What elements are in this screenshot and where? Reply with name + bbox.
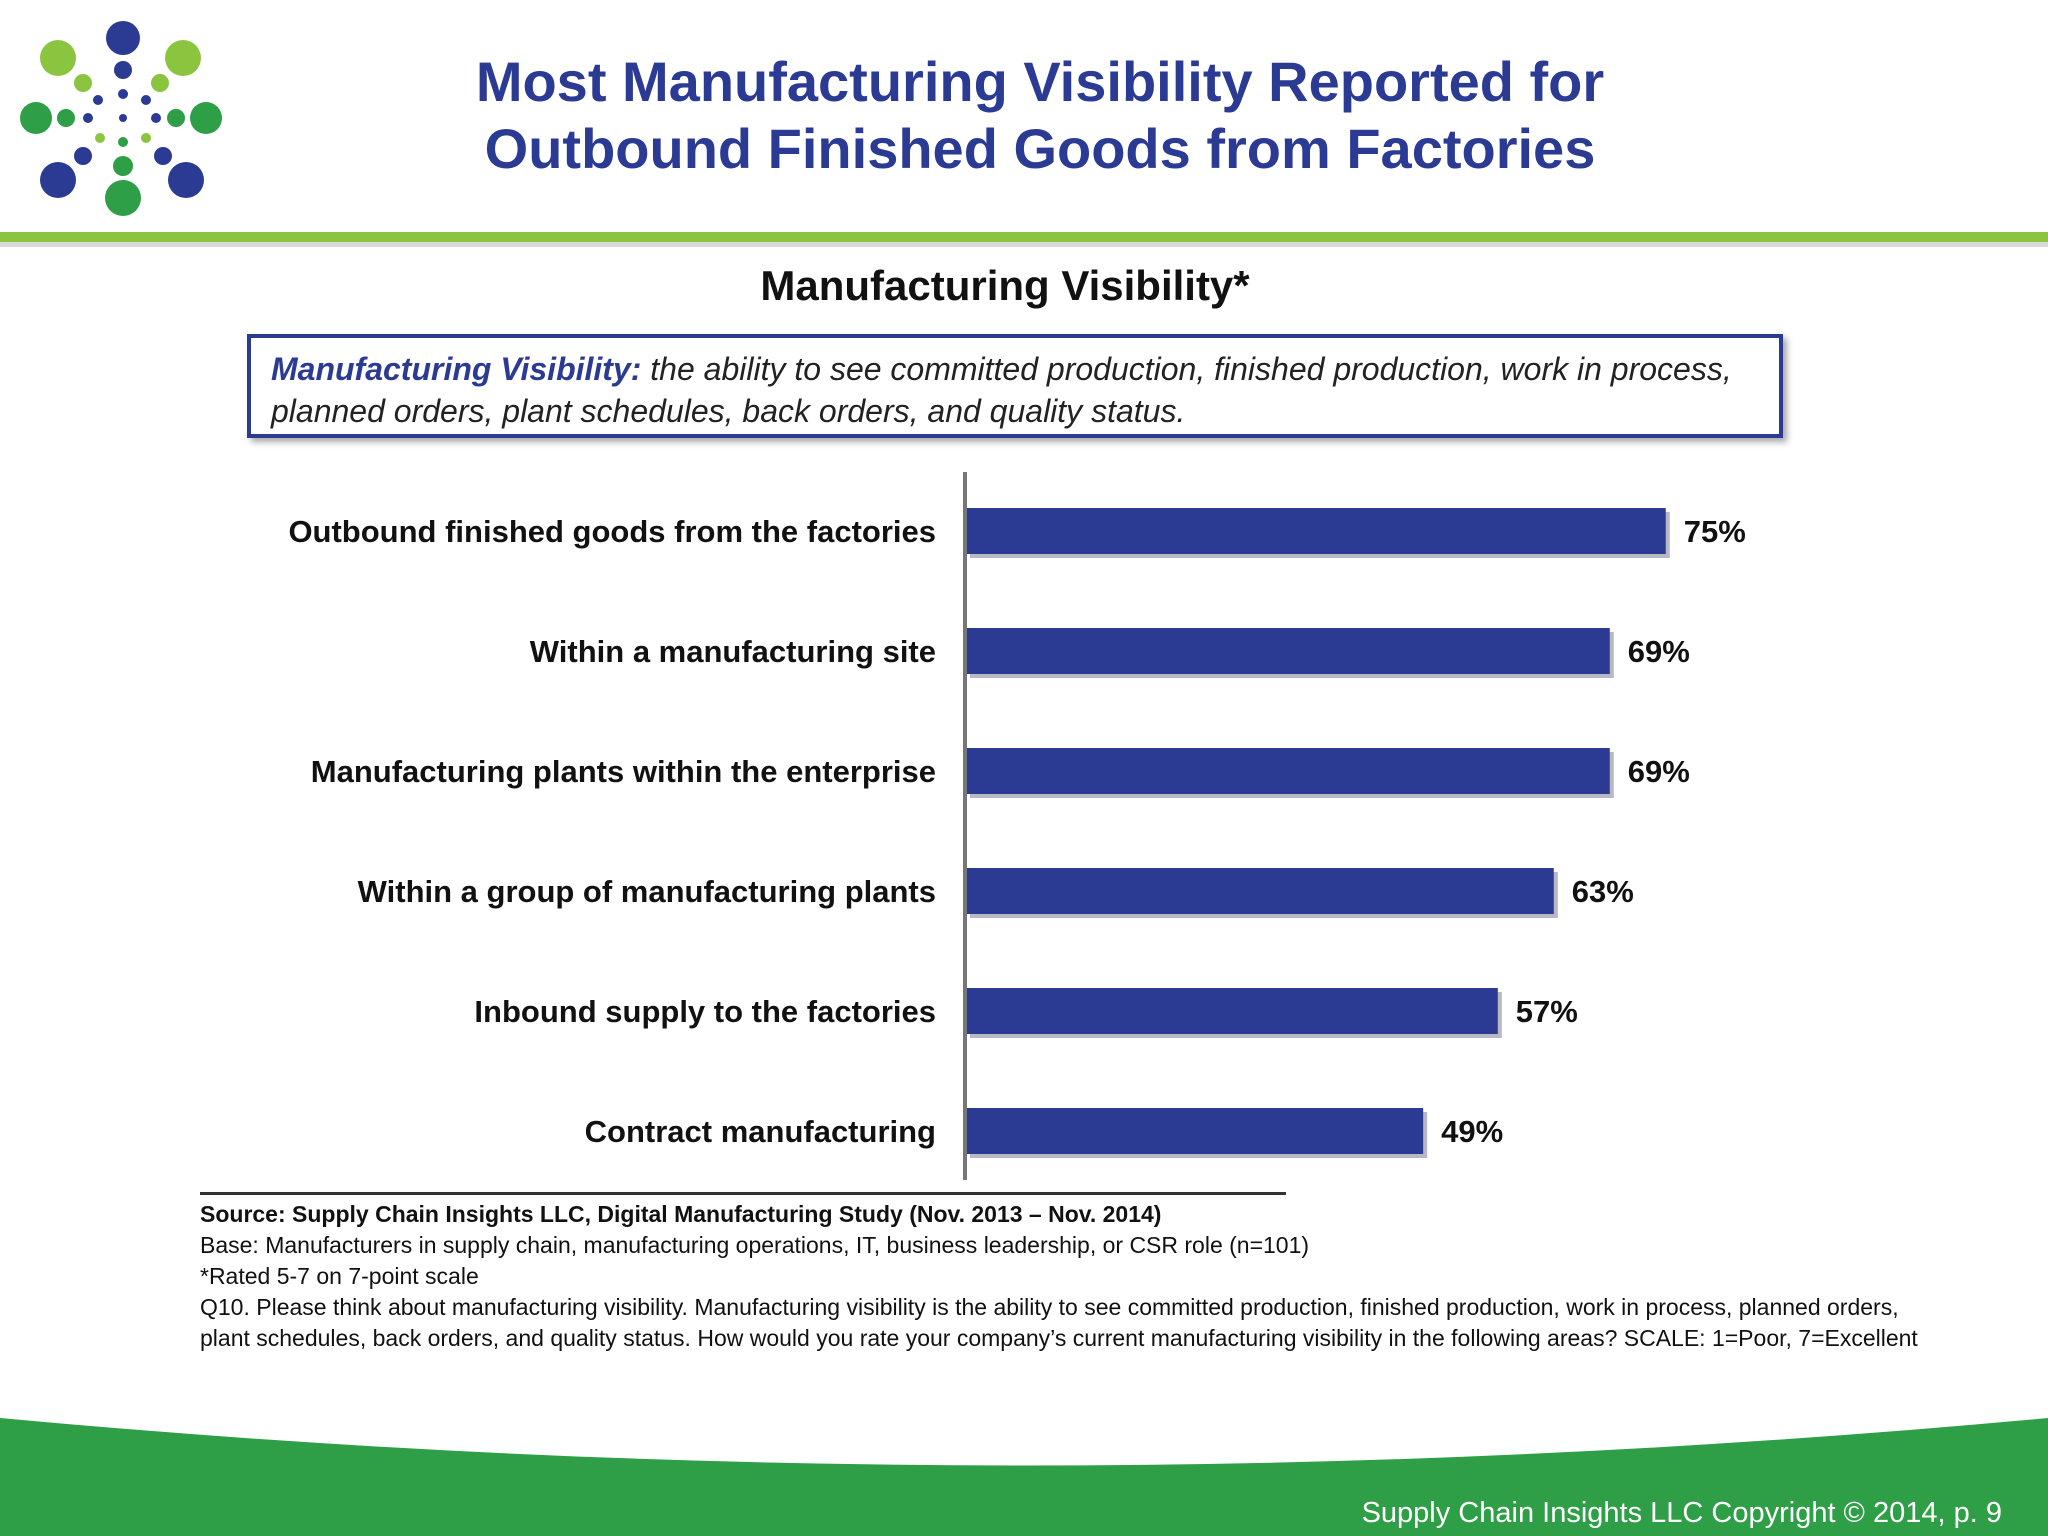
bar <box>966 988 1498 1034</box>
header-divider <box>0 232 2048 242</box>
footnote-divider <box>200 1192 1286 1195</box>
company-logo <box>20 21 222 216</box>
bar <box>966 748 1610 794</box>
slide-title-line-1: Most Manufacturing Visibility Reported f… <box>475 50 1605 113</box>
bar <box>966 868 1554 914</box>
definition-box: Manufacturing Visibility: the ability to… <box>247 334 1783 438</box>
bar <box>966 508 1666 554</box>
footnote-source: Source: Supply Chain Insights LLC, Digit… <box>200 1201 1162 1227</box>
bar-chart: Outbound finished goods from the factori… <box>288 472 1746 1180</box>
footnotes: Source: Supply Chain Insights LLC, Digit… <box>200 1192 1940 1354</box>
category-label: Inbound supply to the factories <box>474 994 936 1029</box>
slide-title-line-2: Outbound Finished Goods from Factories <box>484 117 1596 180</box>
definition-term: Manufacturing Visibility: <box>271 351 642 387</box>
category-label: Within a manufacturing site <box>530 634 936 669</box>
bar <box>966 1108 1424 1154</box>
chart-title: Manufacturing Visibility* <box>760 262 1250 309</box>
category-label: Manufacturing plants within the enterpri… <box>311 754 936 789</box>
bar <box>966 628 1610 674</box>
slide-title: Most Manufacturing Visibility Reported f… <box>330 48 1750 182</box>
footer-band: Supply Chain Insights LLC Copyright © 20… <box>0 1418 2048 1536</box>
category-label: Contract manufacturing <box>585 1114 936 1149</box>
value-label: 69% <box>1628 634 1690 669</box>
value-label: 57% <box>1516 994 1578 1029</box>
value-label: 69% <box>1628 754 1690 789</box>
category-label: Within a group of manufacturing plants <box>358 874 936 909</box>
value-label: 75% <box>1684 514 1746 549</box>
category-label: Outbound finished goods from the factori… <box>288 514 936 549</box>
footnote-question: Q10. Please think about manufacturing vi… <box>200 1294 1918 1351</box>
copyright-text: Supply Chain Insights LLC Copyright © 20… <box>1361 1497 2002 1529</box>
footer-wave <box>0 1418 2048 1536</box>
footnote-base: Base: Manufacturers in supply chain, man… <box>200 1232 1310 1258</box>
footnote-scale-note: *Rated 5-7 on 7-point scale <box>200 1263 479 1289</box>
definition-text: the ability to see committed production,… <box>271 351 1732 429</box>
value-label: 49% <box>1441 1114 1503 1149</box>
value-label: 63% <box>1572 874 1634 909</box>
header-divider-shadow <box>0 242 2048 247</box>
